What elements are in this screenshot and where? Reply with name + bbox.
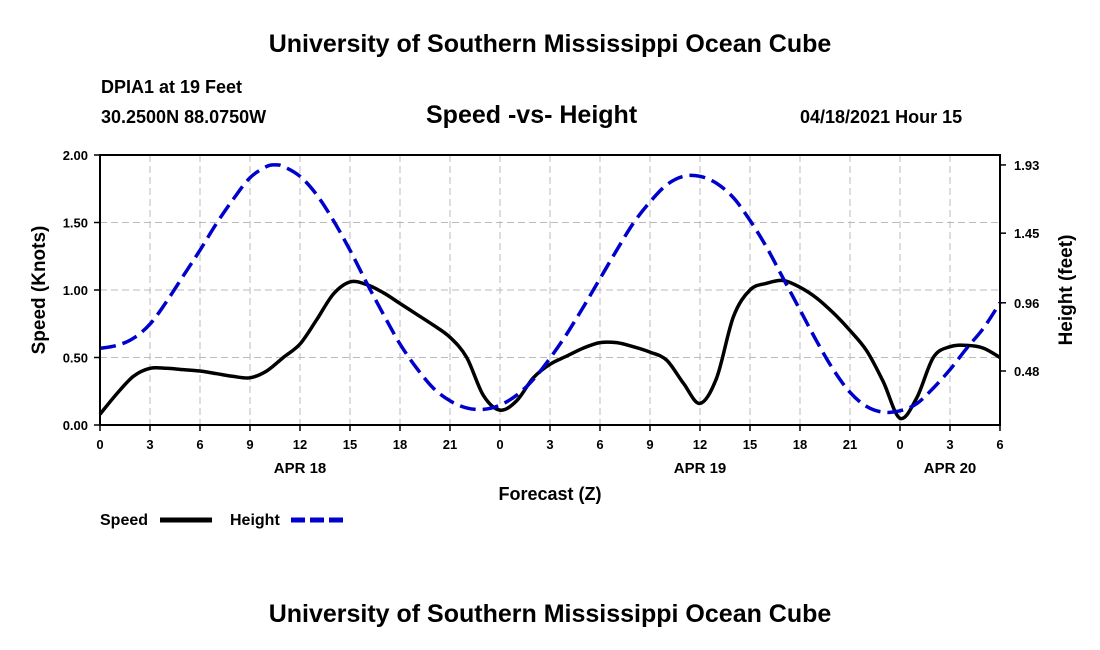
coordinates-label: 30.2500N 88.0750W	[101, 107, 267, 127]
legend: Speed Height	[100, 512, 343, 529]
footer-title: University of Southern Mississippi Ocean…	[268, 600, 832, 628]
legend-speed-label: Speed	[100, 512, 148, 529]
x-axis-title: Forecast (Z)	[498, 484, 601, 504]
chart-title: Speed -vs- Height	[426, 101, 638, 129]
forecast-datetime: 04/18/2021 Hour 15	[800, 107, 963, 127]
x-tick-label: 21	[843, 437, 857, 452]
y-tick-label: 1.50	[63, 216, 88, 231]
x-tick-label: 15	[743, 437, 757, 452]
date-label: APR 20	[924, 460, 977, 477]
x-tick-label: 0	[96, 437, 103, 452]
x-tick-label: 18	[393, 437, 407, 452]
x-tick-label: 12	[693, 437, 707, 452]
x-tick-label: 3	[146, 437, 153, 452]
y-tick-label: 2.00	[63, 148, 88, 163]
y2-axis-title: Height (feet)	[1056, 235, 1077, 346]
y-axis-title: Speed (Knots)	[29, 226, 50, 355]
x-tick-label: 6	[596, 437, 603, 452]
x-tick-label: 9	[646, 437, 653, 452]
x-tick-label: 9	[246, 437, 253, 452]
y-tick-label: 0.50	[63, 351, 88, 366]
x-tick-label: 3	[946, 437, 953, 452]
legend-height-label: Height	[230, 512, 280, 529]
x-tick-label: 6	[996, 437, 1003, 452]
station-label: DPIA1 at 19 Feet	[101, 77, 243, 97]
x-tick-label: 18	[793, 437, 807, 452]
y2-tick-label: 0.96	[1014, 296, 1039, 311]
y-tick-label: 1.00	[63, 283, 88, 298]
y2-tick-label: 1.45	[1014, 226, 1039, 241]
axes: 0 3 6 9 12 15 18 21 0 3 6 9 12 15 18 21 0 3 6 0.00 0.50 1.00 1…	[63, 148, 1040, 477]
y2-tick-label: 1.93	[1014, 158, 1039, 173]
x-tick-label: 21	[443, 437, 457, 452]
x-tick-label: 0	[496, 437, 503, 452]
x-tick-label: 15	[343, 437, 357, 452]
x-tick-label: 0	[896, 437, 903, 452]
x-tick-label: 6	[196, 437, 203, 452]
y2-tick-label: 0.48	[1014, 364, 1039, 379]
y-tick-label: 0.00	[63, 418, 88, 433]
x-tick-label: 12	[293, 437, 307, 452]
header-title: University of Southern Mississippi Ocean…	[268, 30, 832, 58]
height-series-line	[99, 163, 1002, 415]
date-label: APR 18	[274, 460, 327, 477]
date-label: APR 19	[674, 460, 727, 477]
x-tick-label: 3	[546, 437, 553, 452]
series-layer	[98, 163, 1002, 421]
speed-series-line	[98, 278, 1001, 421]
